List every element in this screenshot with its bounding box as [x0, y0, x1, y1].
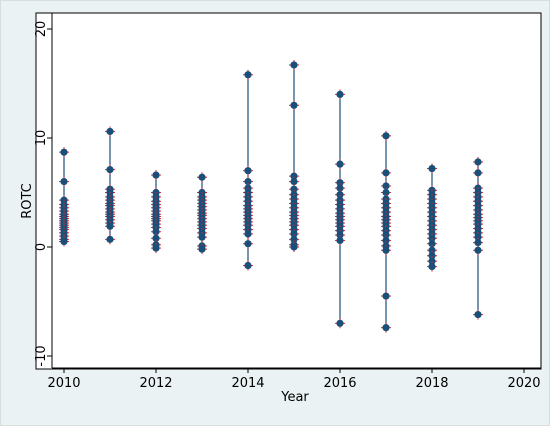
data-point [152, 228, 160, 236]
x-axis-title: Year [280, 390, 309, 405]
data-point [428, 240, 436, 248]
data-point [336, 179, 344, 187]
x-tick-label: 2012 [139, 376, 172, 391]
data-point [244, 240, 252, 248]
data-point [428, 252, 436, 260]
data-point [336, 231, 344, 239]
data-point [382, 182, 390, 190]
data-point [60, 148, 68, 156]
data-point [290, 61, 298, 69]
data-point [428, 257, 436, 265]
data-point [428, 246, 436, 254]
data-point [382, 236, 390, 245]
data-point [428, 234, 436, 242]
data-point [474, 239, 482, 247]
data-point [106, 235, 114, 243]
data-point [290, 101, 298, 109]
data-point [290, 230, 298, 238]
plot-area [35, 12, 542, 370]
data-point [198, 173, 206, 181]
data-point [428, 263, 436, 271]
data-point [106, 166, 114, 174]
data-point [382, 169, 390, 177]
data-point [336, 184, 344, 192]
data-point [244, 71, 252, 79]
data-point [382, 292, 390, 300]
data-point [198, 233, 206, 241]
data-marks [59, 59, 483, 333]
data-point [244, 230, 252, 238]
x-tick-label: 2016 [323, 376, 356, 391]
data-point [382, 324, 390, 332]
data-point [474, 246, 482, 254]
x-tick-label: 2010 [47, 376, 80, 391]
data-point [152, 171, 160, 179]
data-point [244, 167, 252, 175]
data-point [152, 244, 160, 252]
axes: 2010 2012 2014 2016 2018 2020 -10 0 10 20 [34, 13, 541, 391]
data-point [382, 246, 390, 254]
data-point [336, 236, 344, 245]
y-tick-label: 10 [34, 130, 49, 147]
data-point [474, 158, 482, 166]
data-point [382, 188, 390, 197]
data-point [474, 233, 482, 241]
data-point [336, 90, 344, 98]
data-point [106, 127, 114, 136]
data-point [474, 310, 482, 319]
data-point [290, 243, 298, 251]
data-point [152, 234, 160, 242]
data-point [198, 245, 206, 253]
data-point [336, 191, 344, 199]
y-tick-label: 20 [34, 21, 49, 38]
data-point [106, 222, 114, 230]
data-point [382, 231, 390, 239]
y-tick-label: 0 [34, 243, 49, 251]
data-point [244, 178, 252, 186]
data-point [336, 160, 344, 168]
data-point [474, 169, 482, 177]
data-point [428, 164, 436, 173]
data-point [60, 178, 68, 186]
y-tick-label: -10 [34, 345, 49, 366]
x-tick-label: 2020 [507, 376, 540, 391]
data-point [290, 235, 298, 243]
data-point [336, 319, 344, 327]
y-axis-title: ROTC [20, 183, 35, 219]
data-point [382, 132, 390, 140]
data-point [290, 172, 298, 180]
x-tick-label: 2014 [231, 376, 264, 391]
data-point [290, 185, 298, 193]
data-point [244, 261, 252, 270]
data-point [290, 178, 298, 186]
data-point [60, 237, 68, 246]
x-tick-label: 2018 [415, 376, 448, 391]
